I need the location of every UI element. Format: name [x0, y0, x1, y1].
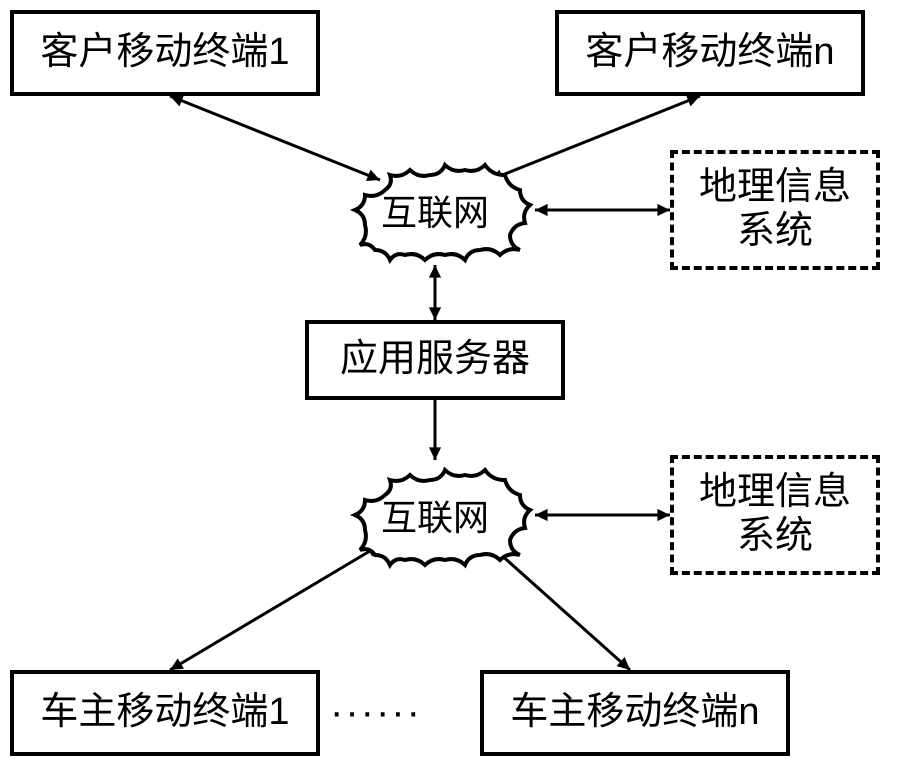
cloud1-cloud: 互联网 [335, 155, 535, 265]
owner1-box: 车主移动终端1 [10, 670, 320, 756]
cloud2-label: 互联网 [335, 460, 535, 570]
ellipsis-dots: ······ [330, 690, 422, 735]
client1-box: 客户移动终端1 [10, 10, 320, 96]
gis2-box: 地理信息 系统 [670, 455, 880, 575]
appserver-box: 应用服务器 [305, 320, 565, 400]
cloud2-cloud: 互联网 [335, 460, 535, 570]
gis1-label: 地理信息 系统 [699, 166, 851, 253]
appserver-label: 应用服务器 [340, 338, 530, 382]
gis2-label: 地理信息 系统 [699, 471, 851, 558]
gis1-box: 地理信息 系统 [670, 150, 880, 270]
ownerN-label: 车主移动终端n [510, 691, 759, 735]
client1-label: 客户移动终端1 [40, 31, 289, 75]
clientN-label: 客户移动终端n [585, 31, 834, 75]
clientN-box: 客户移动终端n [555, 10, 865, 96]
owner1-label: 车主移动终端1 [40, 691, 289, 735]
diagram-canvas: 客户移动终端1客户移动终端n地理信息 系统互联网应用服务器互联网地理信息 系统车… [0, 0, 921, 779]
ownerN-box: 车主移动终端n [480, 670, 790, 756]
cloud1-label: 互联网 [335, 155, 535, 265]
